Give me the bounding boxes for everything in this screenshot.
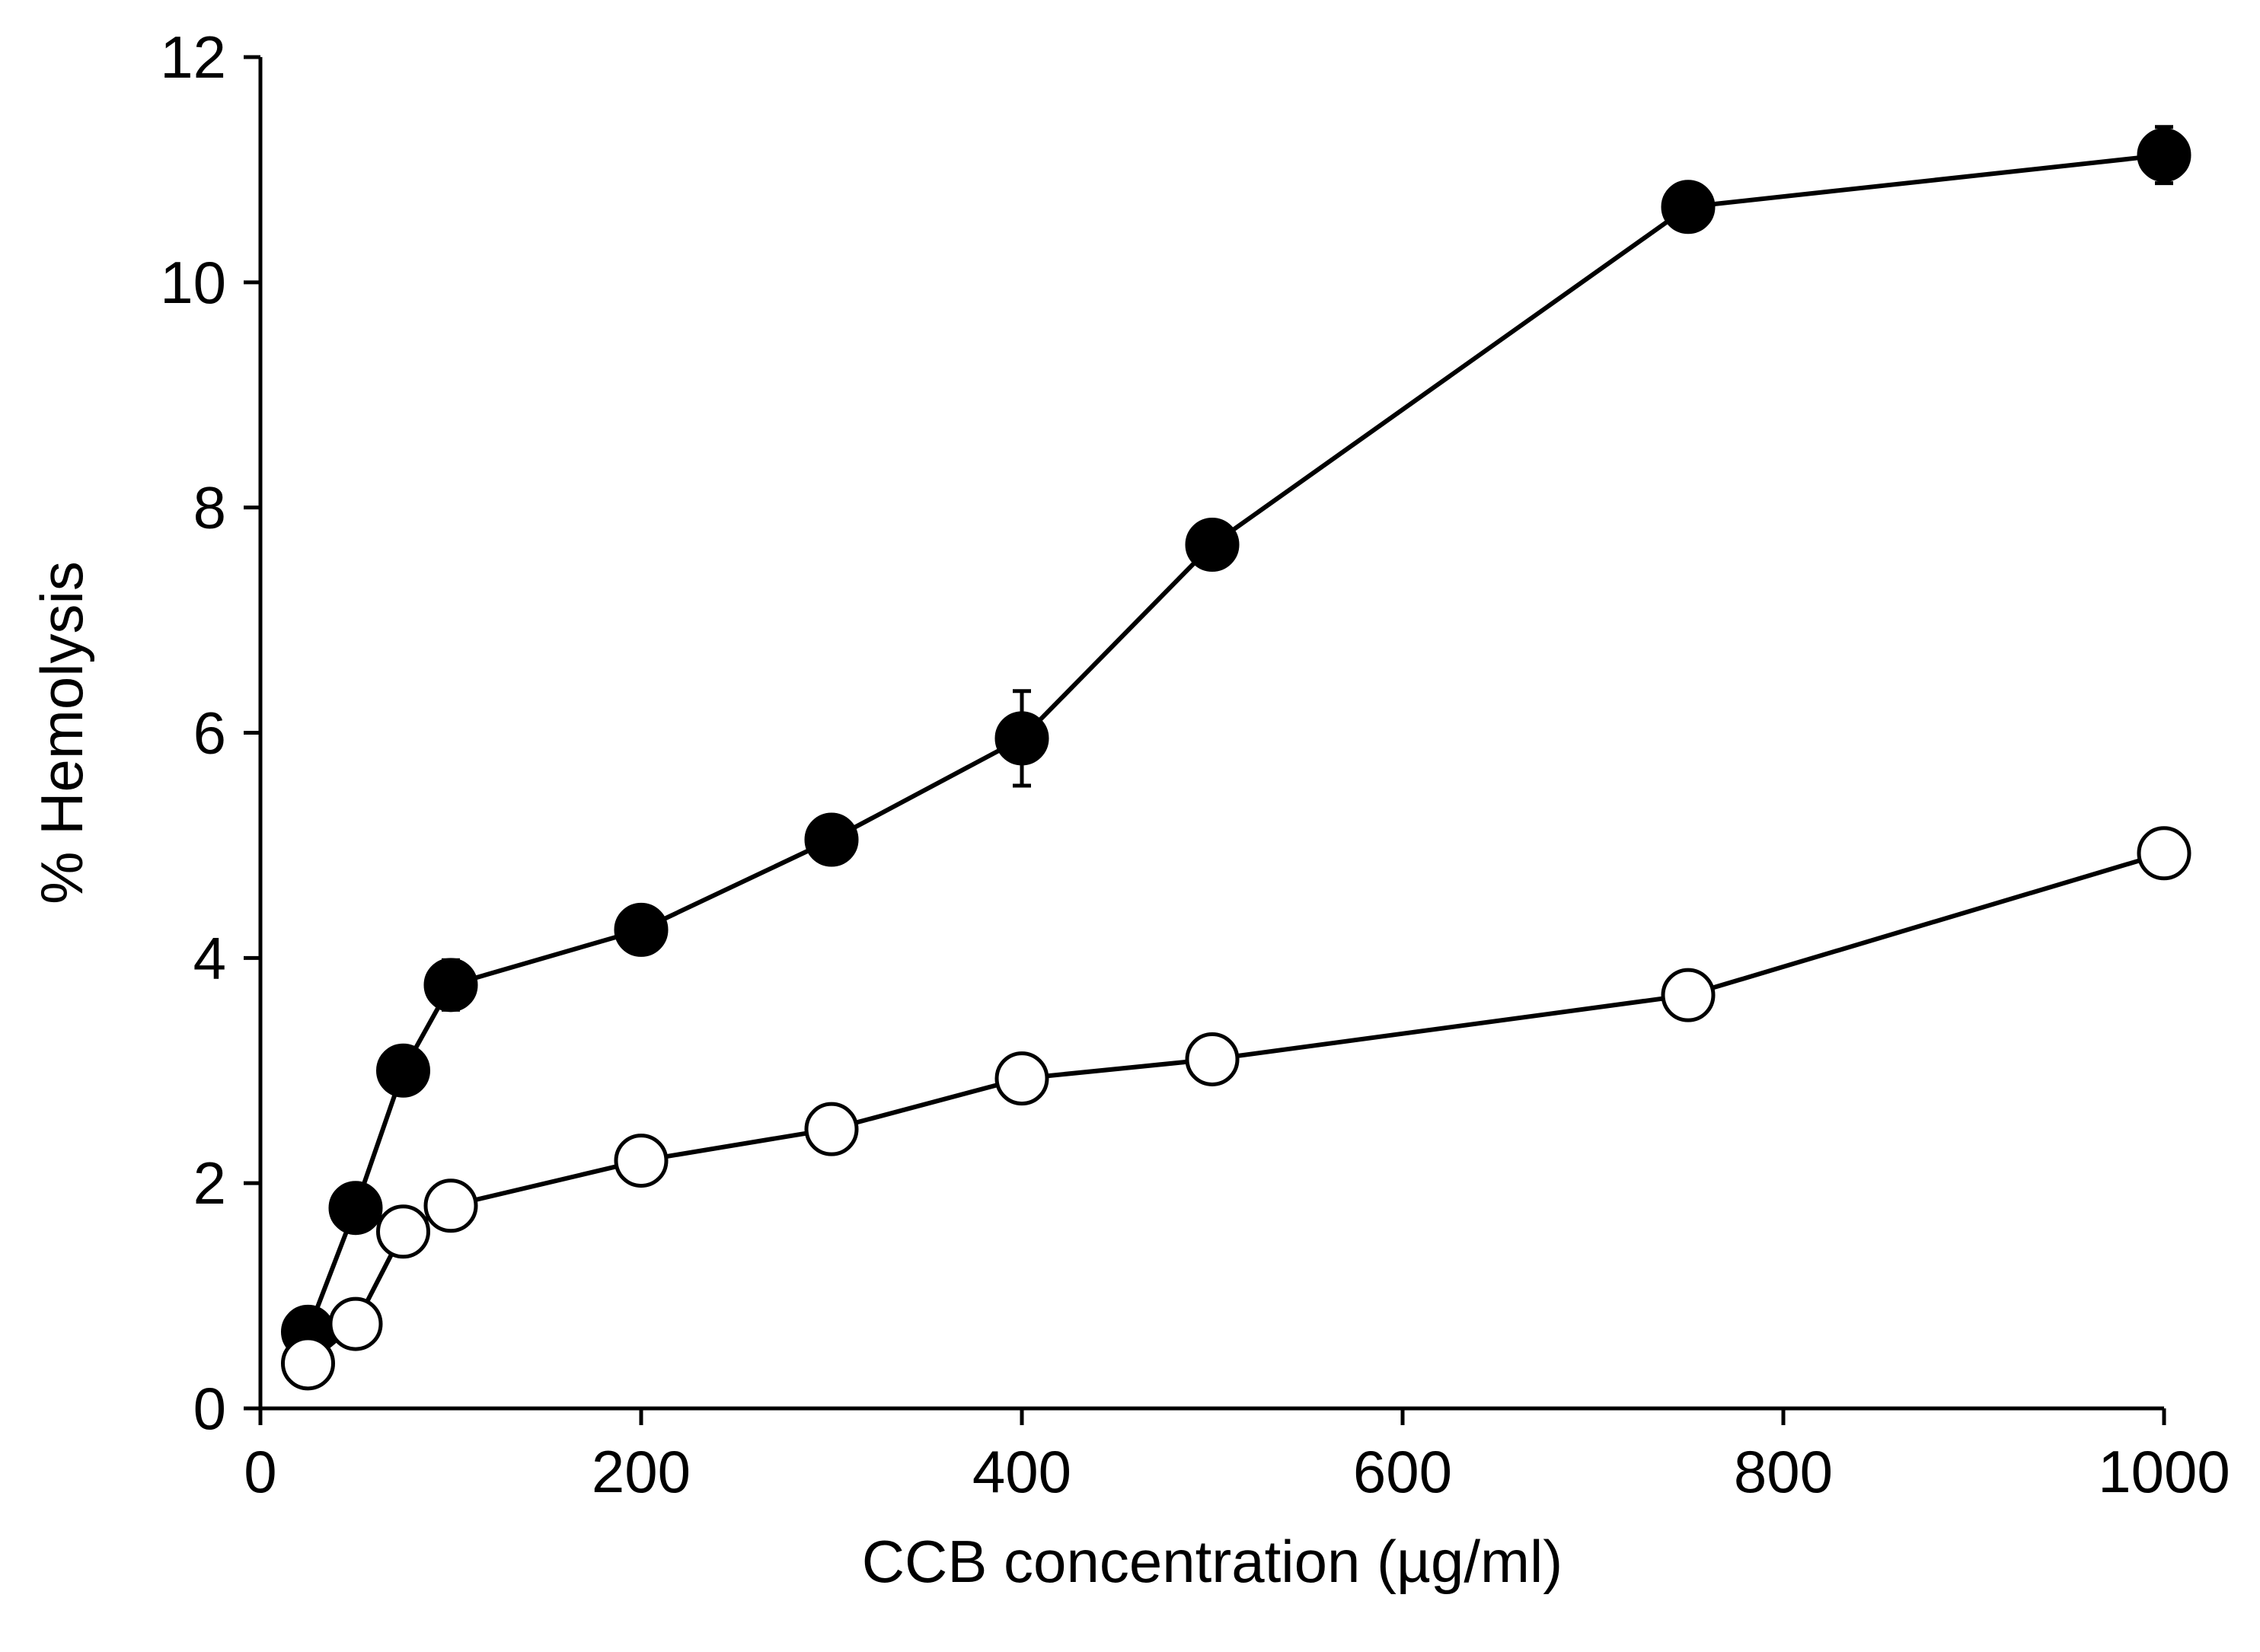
data-point-filled — [1185, 517, 1240, 572]
data-point-open — [423, 1178, 478, 1233]
y-tick-label: 4 — [193, 924, 226, 991]
x-tick-label: 1000 — [2098, 1438, 2230, 1505]
data-point-filled — [994, 711, 1049, 766]
series-open — [281, 826, 2191, 1391]
data-point-open — [2137, 826, 2191, 881]
axes: 0 200 400 600 800 1000 0 2 4 6 8 10 12 — [160, 24, 2230, 1505]
data-point-open — [376, 1204, 430, 1259]
data-point-open — [328, 1296, 383, 1351]
data-point-open — [1185, 1032, 1240, 1086]
y-tick-label: 0 — [193, 1375, 226, 1442]
y-tick-label: 2 — [193, 1150, 226, 1217]
y-tick-label: 6 — [193, 700, 226, 767]
data-point-filled — [376, 1043, 430, 1098]
x-tick-label: 400 — [972, 1438, 1071, 1505]
x-tick-label: 200 — [592, 1438, 691, 1505]
data-point-open — [804, 1102, 859, 1156]
data-point-filled — [423, 958, 478, 1013]
x-axis-title: CCB concentration (µg/ml) — [862, 1528, 1563, 1595]
y-axis-title: % Hemolysis — [28, 561, 95, 904]
data-point-open — [281, 1336, 335, 1391]
y-ticks: 0 2 4 6 8 10 12 — [160, 24, 260, 1442]
x-tick-label: 800 — [1734, 1438, 1833, 1505]
y-tick-label: 10 — [160, 249, 226, 316]
x-tick-label: 0 — [244, 1438, 276, 1505]
y-tick-label: 12 — [160, 24, 226, 91]
data-point-filled — [614, 902, 669, 957]
series-filled — [281, 125, 2191, 1359]
series-layer — [281, 125, 2191, 1391]
data-point-filled — [1661, 180, 1716, 234]
x-tick-label: 600 — [1353, 1438, 1452, 1505]
x-ticks: 0 200 400 600 800 1000 — [244, 1408, 2230, 1505]
data-point-open — [1661, 968, 1716, 1022]
data-point-open — [994, 1051, 1049, 1106]
series-line — [306, 850, 2165, 1366]
y-tick-label: 8 — [193, 474, 226, 541]
series-line — [305, 152, 2165, 1333]
data-point-filled — [804, 812, 859, 867]
data-point-open — [614, 1134, 669, 1188]
data-point-filled — [2137, 128, 2191, 183]
data-point-filled — [328, 1181, 383, 1236]
